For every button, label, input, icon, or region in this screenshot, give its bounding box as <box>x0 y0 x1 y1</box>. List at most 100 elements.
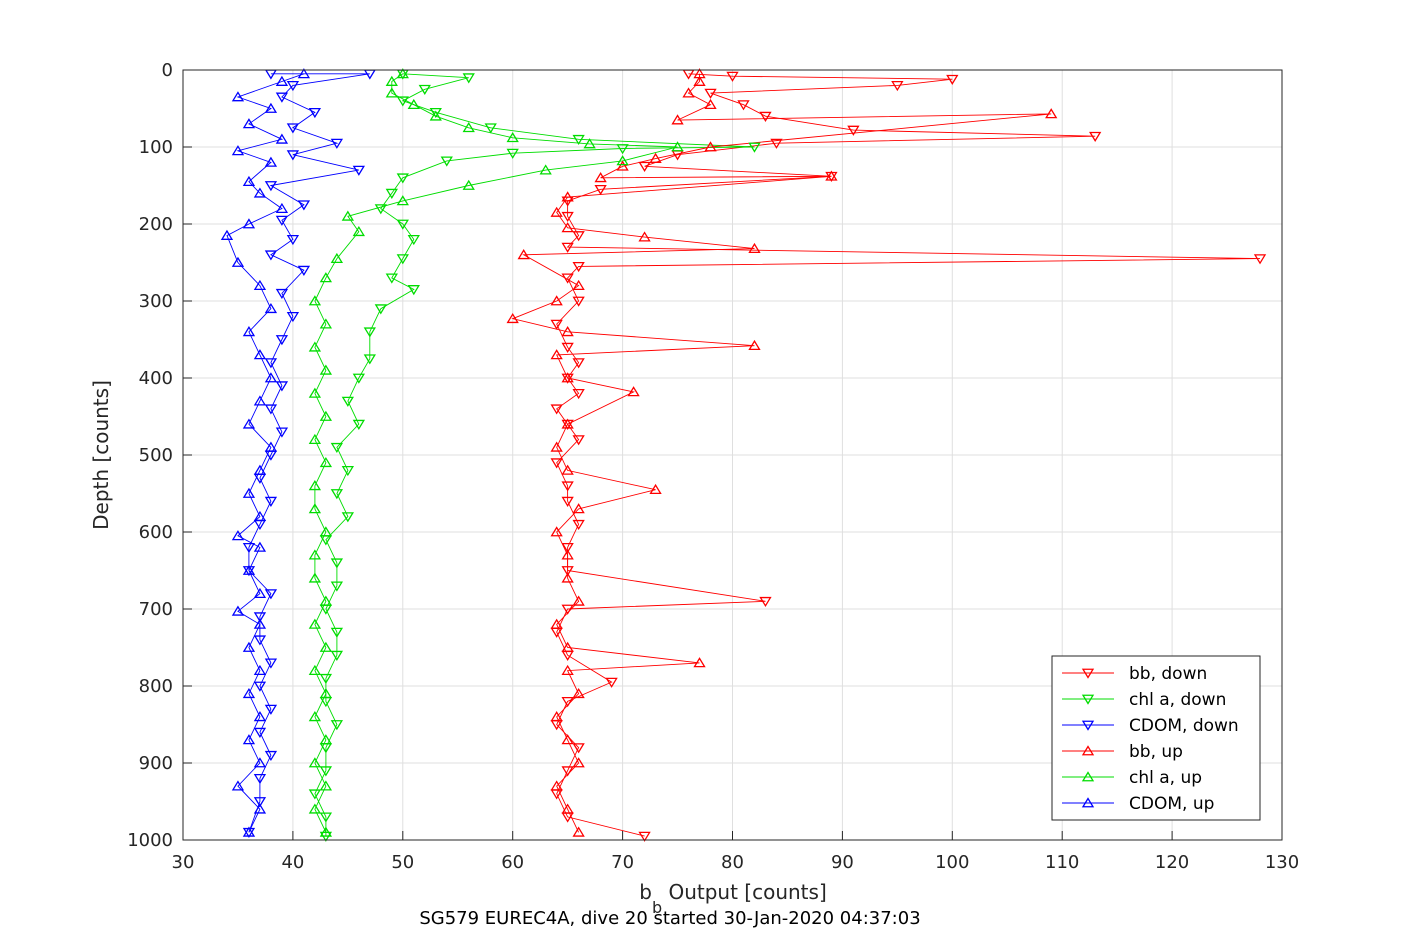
data-point-triangle-down <box>253 612 267 623</box>
data-point-triangle-down <box>550 404 563 415</box>
data-point-triangle-down <box>297 265 311 276</box>
data-point-triangle-down <box>253 635 267 646</box>
data-point-triangle-down <box>506 148 519 159</box>
data-point-triangle-up <box>594 172 607 183</box>
y-tick-label: 200 <box>139 214 173 235</box>
data-point-triangle-down <box>748 142 761 153</box>
data-point-triangle-down <box>847 125 860 136</box>
data-point-triangle-up <box>550 780 563 791</box>
data-point-triangle-up <box>319 318 333 329</box>
data-point-triangle-down <box>363 354 376 365</box>
data-point-triangle-down <box>319 673 333 685</box>
data-point-triangle-down <box>946 74 959 85</box>
data-point-triangle-down <box>385 188 398 199</box>
data-point-triangle-down <box>726 71 739 82</box>
data-point-triangle-up <box>550 441 563 452</box>
data-point-triangle-up <box>319 272 333 283</box>
data-point-triangle-down <box>275 427 289 438</box>
data-point-triangle-up <box>231 256 245 267</box>
x-tick-label: 60 <box>501 852 524 873</box>
y-tick-label: 400 <box>139 368 173 389</box>
data-point-triangle-down <box>286 234 300 246</box>
data-point-triangle-down <box>330 650 344 661</box>
data-point-triangle-up <box>561 326 574 337</box>
data-point-triangle-up <box>319 734 333 745</box>
data-point-triangle-down <box>1081 668 1095 679</box>
data-point-triangle-up <box>253 395 267 406</box>
data-point-triangle-up <box>242 734 256 745</box>
data-point-triangle-down <box>330 442 344 454</box>
data-point-triangle-down <box>352 373 365 384</box>
data-point-triangle-up <box>1081 771 1095 782</box>
y-tick-label: 700 <box>139 599 173 620</box>
y-tick-label: 300 <box>139 291 173 312</box>
data-point-triangle-down <box>341 465 355 477</box>
data-point-triangle-up <box>308 549 322 560</box>
data-point-triangle-down <box>759 596 772 608</box>
data-point-triangle-up <box>264 156 278 167</box>
data-point-triangle-down <box>638 831 651 842</box>
data-point-triangle-up <box>319 526 333 537</box>
data-point-triangle-up <box>572 595 585 606</box>
data-point-triangle-down <box>561 766 574 777</box>
data-point-triangle-down <box>616 144 629 155</box>
data-point-triangle-up <box>649 483 662 495</box>
data-point-triangle-up <box>308 757 322 768</box>
data-point-triangle-up <box>330 252 344 264</box>
y-axis-label: Depth [counts] <box>89 380 113 530</box>
data-point-triangle-down <box>352 419 365 430</box>
x-tick-label: 100 <box>935 852 969 873</box>
data-point-triangle-up <box>253 541 267 552</box>
legend-label: CDOM, down <box>1129 716 1239 736</box>
x-tick-label: 70 <box>611 852 634 873</box>
data-point-triangle-up <box>539 164 552 175</box>
data-point-triangle-down <box>396 254 409 265</box>
data-point-triangle-down <box>572 134 585 146</box>
data-point-triangle-up <box>550 711 563 722</box>
data-point-triangle-up <box>231 145 245 156</box>
data-point-triangle-down <box>275 335 289 346</box>
data-point-triangle-up <box>242 418 256 429</box>
data-point-triangle-down <box>561 496 574 507</box>
data-point-triangle-up <box>308 618 322 629</box>
data-point-triangle-up <box>253 803 267 814</box>
data-point-triangle-up <box>616 155 629 166</box>
figure-caption: SG579 EUREC4A, dive 20 started 30-Jan-20… <box>419 908 920 929</box>
data-point-triangle-up <box>264 302 278 314</box>
data-point-triangle-down <box>1081 720 1095 731</box>
data-point-triangle-down <box>253 797 267 808</box>
data-point-triangle-up <box>550 526 563 537</box>
data-point-triangle-up <box>253 279 267 291</box>
data-point-triangle-up <box>385 87 398 98</box>
data-point-triangle-up <box>1081 797 1095 808</box>
legend-box <box>1051 655 1261 821</box>
data-point-triangle-down <box>572 743 585 754</box>
data-point-triangle-up <box>253 664 267 675</box>
data-point-triangle-up <box>220 229 234 240</box>
data-point-triangle-down <box>561 697 574 708</box>
data-point-triangle-up <box>242 687 256 699</box>
data-point-triangle-up <box>253 587 267 598</box>
axis-ticks: 30 40 50 60 70 80 90 100 110 120 130 0 100 200 300 400 5… <box>127 60 1299 873</box>
data-point-triangle-down <box>737 100 750 111</box>
data-point-triangle-up <box>627 386 640 397</box>
data-point-triangle-down <box>264 358 278 369</box>
x-tick-label: 40 <box>281 852 304 873</box>
x-tick-label: 30 <box>172 852 195 873</box>
data-point-triangle-down <box>759 111 772 122</box>
data-point-triangle-up <box>242 326 256 337</box>
data-point-triangle-down <box>407 234 420 246</box>
y-tick-label: 800 <box>139 676 173 697</box>
data-point-triangle-down <box>407 285 420 296</box>
x-tick-label: 130 <box>1265 852 1299 873</box>
data-point-triangle-down <box>374 204 387 215</box>
data-point-triangle-down <box>297 200 311 211</box>
data-point-triangle-down <box>704 88 717 99</box>
data-point-triangle-up <box>429 110 442 121</box>
data-point-triangle-down <box>561 566 574 577</box>
y-tick-label: 900 <box>139 753 173 774</box>
x-tick-label: 50 <box>391 852 414 873</box>
data-point-triangle-down <box>440 156 453 167</box>
data-point-triangle-up <box>506 132 519 143</box>
